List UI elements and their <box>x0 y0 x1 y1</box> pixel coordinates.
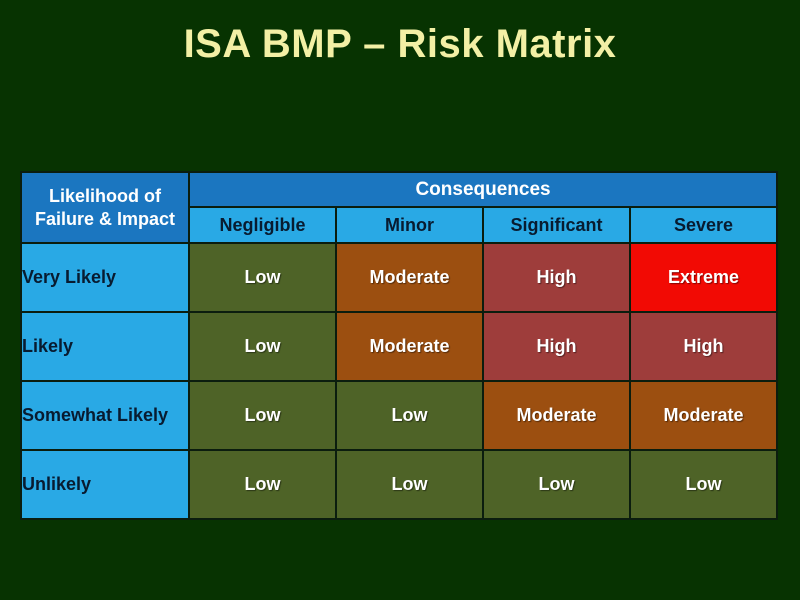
header-row-severity: Negligible Minor Significant Severe <box>21 206 779 244</box>
risk-cell: Moderate <box>628 380 779 451</box>
risk-cell: Low <box>482 449 631 520</box>
column-header-minor: Minor <box>335 206 484 244</box>
table-row-unlikely: Unlikely Low Low Low Low <box>20 449 779 520</box>
column-header-severe: Severe <box>628 206 779 244</box>
risk-cell: High <box>482 311 631 382</box>
row-label-very-likely: Very Likely <box>20 242 190 313</box>
risk-cell: Moderate <box>335 242 484 313</box>
risk-cell: Extreme <box>628 242 779 313</box>
risk-cell: High <box>482 242 631 313</box>
risk-cell: Low <box>188 311 337 382</box>
page-title: ISA BMP – Risk Matrix <box>183 22 617 66</box>
row-label-somewhat-likely: Somewhat Likely <box>20 380 190 451</box>
corner-header-line1: Likelihood of <box>49 186 161 206</box>
risk-cell: Low <box>628 449 779 520</box>
corner-header-line2: Failure & Impact <box>34 208 176 229</box>
table-row-very-likely: Very Likely Low Moderate High Extreme <box>20 242 779 313</box>
risk-cell: Low <box>188 380 337 451</box>
corner-header-cell: Likelihood of Failure & Impact <box>20 171 190 244</box>
column-header-negligible: Negligible <box>188 206 337 244</box>
risk-cell: Low <box>335 449 484 520</box>
risk-cell: Moderate <box>482 380 631 451</box>
row-label-unlikely: Unlikely <box>20 449 190 520</box>
risk-cell: High <box>628 311 779 382</box>
row-label-likely: Likely <box>20 311 190 382</box>
risk-cell: Moderate <box>335 311 484 382</box>
risk-cell: Low <box>188 242 337 313</box>
risk-cell: Low <box>188 449 337 520</box>
column-header-significant: Significant <box>482 206 631 244</box>
risk-cell: Low <box>335 380 484 451</box>
risk-matrix-table: Likelihood of Failure & Impact Consequen… <box>20 171 779 520</box>
consequences-header: Consequences <box>187 171 779 208</box>
table-row-likely: Likely Low Moderate High High <box>20 311 779 382</box>
header-row-consequences: Likelihood of Failure & Impact Consequen… <box>20 171 779 244</box>
table-row-somewhat-likely: Somewhat Likely Low Low Moderate Moderat… <box>20 380 779 451</box>
